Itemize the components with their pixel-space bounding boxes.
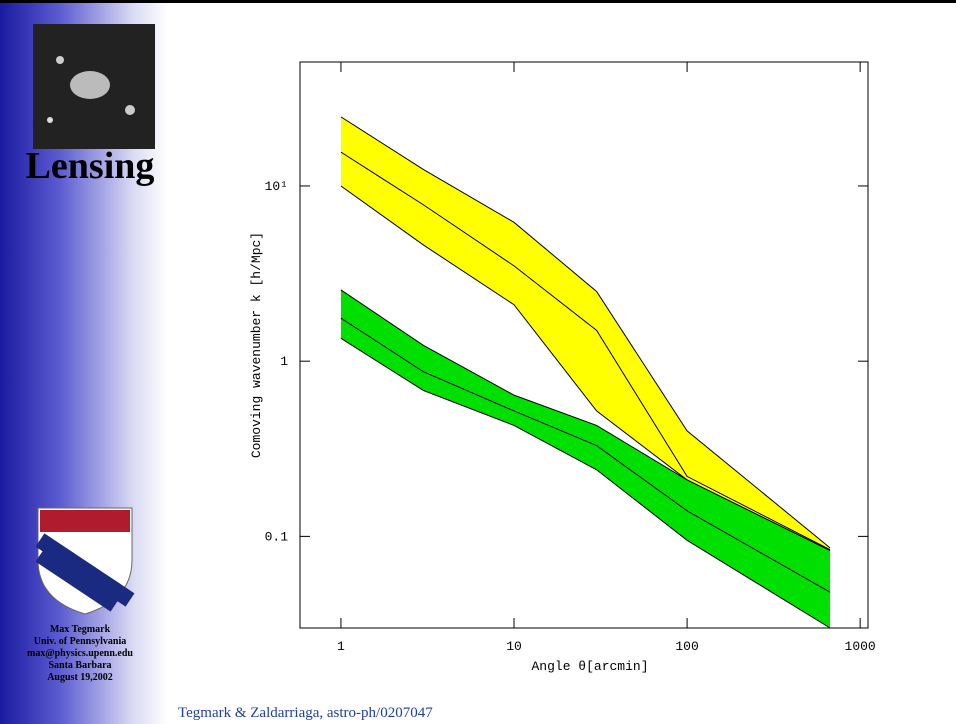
y-axis-label: Comoving wavenumber k [h/Mpc] (249, 232, 264, 458)
y-tick-label: 10¹ (265, 179, 288, 194)
author-line: max@physics.upenn.edu (27, 648, 133, 659)
band-middle (340, 317, 831, 593)
band-middle (340, 151, 831, 551)
galaxy-glow (70, 71, 110, 99)
x-axis-label: Angle θ[arcmin] (531, 659, 648, 674)
band-area (340, 289, 831, 628)
galaxy (56, 56, 64, 64)
heading: Lensing (26, 145, 155, 187)
band-upper (340, 116, 831, 549)
author-line: Max Tegmark (50, 624, 111, 635)
x-tick-label: 1 (337, 639, 345, 654)
band-area (340, 116, 831, 551)
citation: Tegmark & Zaldarriaga, astro-ph/0207047 (178, 705, 433, 721)
shield-chief (40, 510, 130, 532)
x-tick-label: 100 (675, 639, 698, 654)
band-lower (340, 337, 831, 629)
x-tick-label: 10 (506, 639, 522, 654)
author-line: Univ. of Pennsylvania (34, 636, 127, 647)
y-tick-label: 1 (280, 354, 288, 369)
plot-frame (299, 61, 869, 629)
author-line: Santa Barbara (48, 660, 111, 671)
author-line: August 19,2002 (47, 672, 113, 683)
shield-chevron (35, 533, 135, 612)
y-tick-label: 0.1 (265, 529, 289, 544)
top-border (0, 0, 956, 3)
author-block: Max Tegmark Univ. of Pennsylvania max@ph… (27, 624, 133, 683)
band-upper (340, 289, 831, 552)
galaxy (125, 105, 135, 115)
galaxy (47, 117, 53, 123)
plot: 1 10 100 1000 0.1 1 10¹ (265, 61, 876, 654)
x-tick-label: 1000 (845, 639, 876, 654)
